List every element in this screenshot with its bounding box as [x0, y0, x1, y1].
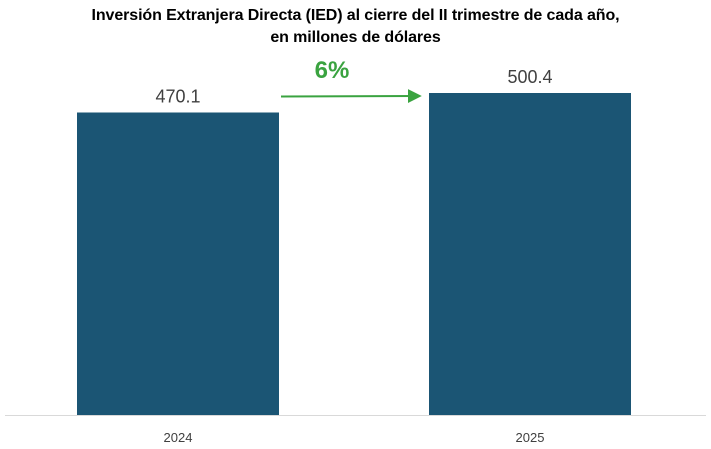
growth-annotation: 6% — [280, 57, 422, 104]
x-tick-label-2024: 2024 — [164, 430, 193, 445]
data-label-2024: 470.1 — [155, 86, 200, 106]
chart-title: Inversión Extranjera Directa (IED) al ci… — [91, 7, 620, 24]
data-label-2025: 500.4 — [507, 67, 552, 87]
bars-layer — [77, 93, 631, 415]
labels-layer: 470.1 2024 500.4 2025 — [155, 67, 552, 445]
bar-2024 — [77, 112, 279, 415]
chart-subtitle: en millones de dólares — [270, 29, 441, 46]
x-tick-label-2025: 2025 — [516, 430, 545, 445]
chart-title-block: Inversión Extranjera Directa (IED) al ci… — [0, 5, 711, 49]
growth-percentage-label: 6% — [315, 57, 350, 84]
bar-2025 — [429, 93, 631, 415]
